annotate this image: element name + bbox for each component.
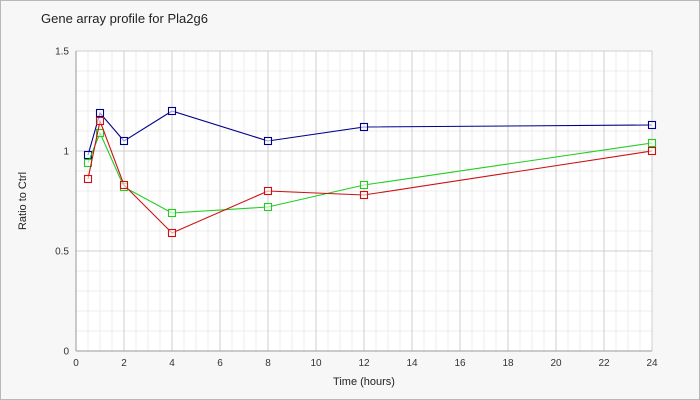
chart-title: Gene array profile for Pla2g6 xyxy=(41,11,208,26)
series-1 xyxy=(83,106,657,160)
data-point xyxy=(263,202,273,212)
x-tick-label: 12 xyxy=(358,358,370,369)
data-point xyxy=(167,208,177,218)
axes xyxy=(75,51,652,352)
x-tick-label: 6 xyxy=(217,358,223,369)
y-tick-labels: 0 0.5 1 1.5 xyxy=(55,47,69,358)
data-point xyxy=(95,116,105,126)
x-tick-label: 18 xyxy=(502,358,514,369)
x-tick-label: 0 xyxy=(73,358,79,369)
data-point xyxy=(647,146,657,156)
y-tick-label: 0 xyxy=(63,347,69,358)
x-tick-label: 10 xyxy=(310,358,322,369)
y-tick-label: 1.5 xyxy=(55,47,69,58)
data-point xyxy=(167,228,177,238)
series-group xyxy=(83,106,657,238)
data-point xyxy=(263,186,273,196)
x-tick-label: 16 xyxy=(454,358,466,369)
data-point xyxy=(167,106,177,116)
data-point xyxy=(83,174,93,184)
data-point xyxy=(647,120,657,130)
y-axis-label: Ratio to Ctrl xyxy=(17,172,29,230)
y-tick-label: 0.5 xyxy=(55,247,69,258)
series-3 xyxy=(83,116,657,238)
data-point xyxy=(647,138,657,148)
data-point xyxy=(119,136,129,146)
data-point xyxy=(359,190,369,200)
x-tick-label: 4 xyxy=(169,358,175,369)
x-tick-label: 8 xyxy=(265,358,271,369)
x-axis-label: Time (hours) xyxy=(333,376,395,388)
x-tick-label: 2 xyxy=(121,358,127,369)
data-point xyxy=(359,122,369,132)
data-point xyxy=(119,180,129,190)
y-tick-label: 1 xyxy=(63,147,69,158)
x-tick-label: 14 xyxy=(406,358,418,369)
data-point xyxy=(95,108,105,118)
data-point xyxy=(95,128,105,138)
x-tick-labels: 0 2 4 6 8 10 12 14 16 18 20 22 24 xyxy=(73,358,658,369)
x-tick-label: 24 xyxy=(646,358,658,369)
x-tick-label: 22 xyxy=(598,358,610,369)
data-point xyxy=(359,180,369,190)
data-point xyxy=(263,136,273,146)
x-tick-label: 20 xyxy=(550,358,562,369)
